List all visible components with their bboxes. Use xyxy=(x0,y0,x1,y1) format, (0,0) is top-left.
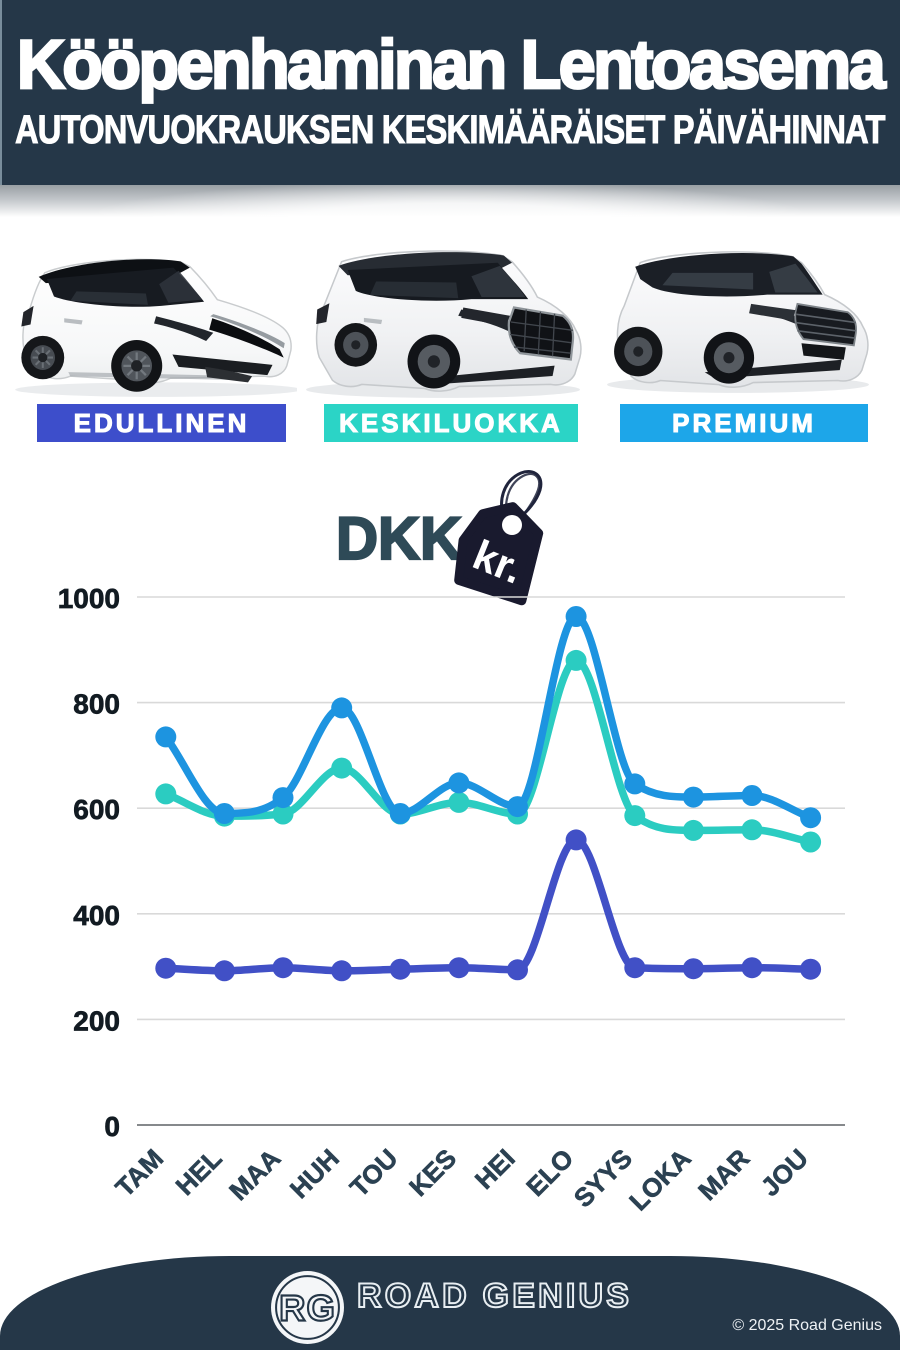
svg-text:LOKA: LOKA xyxy=(623,1143,696,1216)
svg-text:800: 800 xyxy=(73,689,120,720)
svg-text:HEI: HEI xyxy=(469,1143,521,1195)
svg-text:MAA: MAA xyxy=(223,1143,286,1206)
svg-text:MAR: MAR xyxy=(692,1143,755,1206)
svg-text:SYYS: SYYS xyxy=(568,1143,638,1213)
svg-text:KES: KES xyxy=(403,1143,462,1202)
svg-text:200: 200 xyxy=(73,1005,120,1036)
svg-text:TAM: TAM xyxy=(109,1143,169,1203)
svg-text:1000: 1000 xyxy=(58,583,120,614)
svg-text:600: 600 xyxy=(73,794,120,825)
svg-text:400: 400 xyxy=(73,900,120,931)
svg-text:JOU: JOU xyxy=(755,1143,814,1202)
svg-text:HEL: HEL xyxy=(170,1143,228,1201)
svg-text:TOU: TOU xyxy=(344,1143,404,1203)
svg-text:0: 0 xyxy=(104,1111,120,1142)
svg-text:RG: RG xyxy=(279,1288,336,1329)
svg-text:HUH: HUH xyxy=(284,1143,345,1204)
